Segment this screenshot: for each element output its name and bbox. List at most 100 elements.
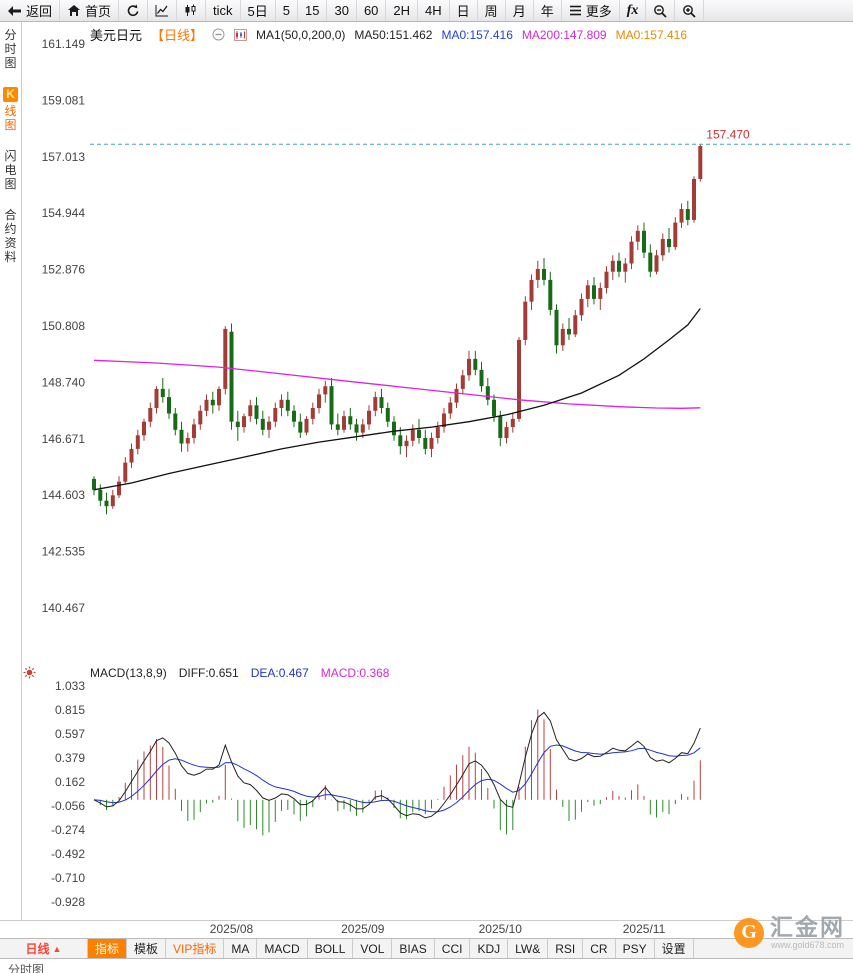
toolbar-item-back[interactable]: 返回 [0,0,61,21]
triangle-up-icon: ▲ [52,943,62,954]
indicator-tab-kdj[interactable]: KDJ [470,939,509,958]
toolbar-item-h2[interactable]: 2H [386,0,419,21]
ma50-value: MA50:151.462 [354,27,433,42]
sidebar-item-char: 电 [4,163,17,177]
indicator-tab-boll[interactable]: BOLL [308,939,354,958]
toolbar-item-month[interactable]: 月 [506,0,534,21]
svg-text:0.162: 0.162 [55,775,85,789]
watermark-name: 汇金网 [770,914,845,940]
toolbar-item-m60[interactable]: 60 [357,0,387,21]
indicator-tab-bias[interactable]: BIAS [392,939,435,958]
toolbar-item-h4[interactable]: 4H [418,0,450,21]
watermark: G 汇金网 www.gold678.com [734,915,845,950]
toolbar-item-label: 2H [393,3,411,18]
refresh-icon [126,4,140,18]
toolbar-item-year[interactable]: 年 [534,0,562,21]
indicator-tab-macd[interactable]: MACD [257,939,308,958]
svg-text:150.808: 150.808 [42,319,86,333]
price-axis-labels: 161.149 159.081 157.013 154.944 152.876 150.8… [42,37,86,615]
bottom-toolbar: 日线 ▲ 指标 模板 VIP指标 MA MACD BOLL VOL BIAS CCI KDJ LW&… [0,938,853,959]
svg-text:157.470: 157.470 [706,127,750,141]
macd-diff-value: DIFF:0.651 [178,666,239,680]
svg-text:142.535: 142.535 [42,545,86,559]
indicator-tab-ma[interactable]: MA [224,939,258,958]
indicator-tab-cr[interactable]: CR [583,939,616,958]
indicator-tab-psy[interactable]: PSY [616,939,655,958]
indicator-tab-lwr[interactable]: LW& [508,939,549,958]
toolbar-item-day[interactable]: 日 [450,0,478,21]
svg-text:161.149: 161.149 [42,37,86,51]
sidebar-item-char: 分 [4,28,17,42]
toolbar-item-refresh[interactable] [119,0,149,21]
indicator-tab-zhibiao[interactable]: 指标 [88,939,128,958]
indicator-tab-shezhi[interactable]: 设置 [655,939,694,958]
svg-text:2025/08: 2025/08 [210,922,254,936]
svg-text:-0.710: -0.710 [51,871,85,885]
indicator-tab-cci[interactable]: CCI [435,939,471,958]
toolbar-item-label: 15 [305,3,320,18]
zoom-out-icon [653,4,668,18]
svg-text:0.815: 0.815 [55,703,85,717]
indicator-tab-vip[interactable]: VIP指标 [166,939,225,958]
toolbar-item-line-chart[interactable] [148,0,178,21]
top-toolbar: 返回 首页 tick 5日 5 15 30 60 2H 4H 日周月年 更多 fx [0,0,853,22]
macd-axis-labels: 1.033 0.815 0.597 0.379 0.162 -0.056 -0.274 -0.… [51,679,85,909]
macd-title: MACD(13,8,9) [90,666,167,680]
x-axis-labels: 2025/08 2025/09 2025/10 2025/11 [0,920,853,936]
toolbar-item-home[interactable]: 首页 [60,0,120,21]
collapse-icon[interactable] [212,28,225,41]
sidebar-item-lightning-chart[interactable]: 闪电图 [4,149,16,191]
current-price-line: 157.470 [90,127,853,145]
sidebar-item-char: 闪 [4,149,17,163]
zoom-in-icon [682,4,697,18]
svg-text:-0.056: -0.056 [51,799,85,813]
sidebar-item-char: 图 [4,56,17,70]
indicator-tabs: 指标 模板 VIP指标 MA MACD BOLL VOL BIAS CCI KDJ LW& RSI CR… [88,939,694,958]
bottom-partial-row: 分时图 [0,960,853,973]
indicator-sun-icon[interactable] [23,666,36,684]
toolbar-item-more[interactable]: 更多 [562,0,620,21]
toolbar-item-week[interactable]: 周 [478,0,506,21]
svg-text:2025/09: 2025/09 [341,922,385,936]
svg-text:144.603: 144.603 [42,488,86,502]
indicator-tab-vol[interactable]: VOL [353,939,393,958]
period-value: 日线 [25,942,50,956]
menu-icon [569,5,582,16]
svg-text:-0.492: -0.492 [51,847,85,861]
ma-lines [93,308,701,491]
sidebar-item-char: 图 [4,177,17,191]
toolbar-item-candle-chart[interactable] [177,0,207,21]
toolbar-item-label: 4H [425,3,442,18]
sidebar-item-char: 料 [4,250,17,264]
toolbar-item-fx[interactable]: fx [620,0,647,21]
macd-header: MACD(13,8,9) DIFF:0.651 DEA:0.467 MACD:0… [90,666,389,680]
mini-chart-icon[interactable] [234,28,248,41]
ma0-orange-value: MA0:157.416 [615,27,687,42]
indicator-tab-rsi[interactable]: RSI [548,939,584,958]
toolbar-item-m15[interactable]: 15 [298,0,328,21]
macd-lines [93,711,701,819]
toolbar-item-m30[interactable]: 30 [327,0,357,21]
toolbar-item-label: tick [213,3,233,18]
toolbar-item-tick[interactable]: tick [206,0,241,21]
toolbar-item-zoom-in[interactable] [675,0,705,21]
indicator-tab-moban[interactable]: 模板 [127,939,167,958]
line-chart-icon [155,4,169,17]
toolbar-item-5d[interactable]: 5日 [241,0,276,21]
sidebar-item-time-chart[interactable]: 分时图 [4,28,16,70]
sidebar-item-contract-info[interactable]: 合约资料 [4,208,16,264]
period-selector[interactable]: 日线 ▲ [0,939,88,958]
back-icon [7,5,22,17]
toolbar-item-label: 返回 [26,4,53,19]
svg-text:-0.274: -0.274 [51,823,85,837]
candle-chart-icon [184,4,198,17]
toolbar-item-label: 月 [512,4,526,19]
home-icon [67,4,81,17]
toolbar-item-zoom-out[interactable] [646,0,676,21]
toolbar-item-m5[interactable]: 5 [276,0,298,21]
sidebar-item-char: 合 [4,208,17,222]
tab-time-chart-partial[interactable]: 分时图 [8,963,45,973]
